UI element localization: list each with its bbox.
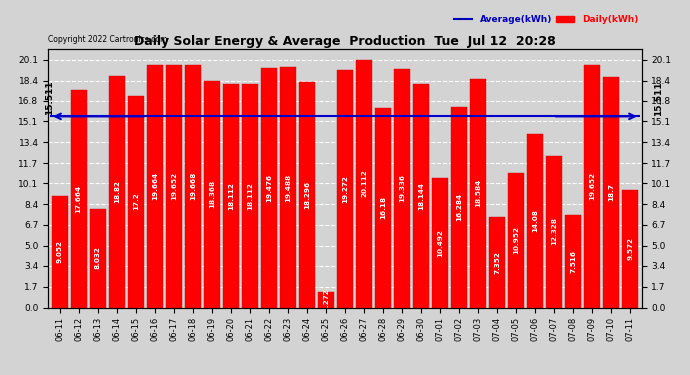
Bar	[413, 84, 429, 308]
Text: Copyright 2022 Cartronics.com: Copyright 2022 Cartronics.com	[48, 34, 168, 44]
Text: 9.572: 9.572	[627, 237, 633, 260]
Text: 19.652: 19.652	[589, 172, 595, 201]
Bar	[622, 189, 638, 308]
Title: Daily Solar Energy & Average  Production  Tue  Jul 12  20:28: Daily Solar Energy & Average Production …	[134, 34, 556, 48]
Text: 17.664: 17.664	[76, 184, 81, 213]
Text: 16.18: 16.18	[380, 196, 386, 219]
Bar	[470, 78, 486, 308]
Bar	[147, 65, 163, 308]
Bar	[299, 82, 315, 308]
Bar	[375, 108, 391, 308]
Bar	[318, 292, 334, 308]
Text: 19.488: 19.488	[285, 173, 291, 201]
Text: 18.112: 18.112	[228, 182, 234, 210]
Text: 10.492: 10.492	[437, 229, 443, 257]
Text: 8.032: 8.032	[95, 247, 101, 270]
Bar	[166, 65, 182, 308]
Text: 19.652: 19.652	[171, 172, 177, 201]
Text: 1.272: 1.272	[323, 288, 329, 311]
Bar	[489, 217, 505, 308]
Bar	[584, 65, 600, 308]
Bar	[90, 209, 106, 308]
Text: 10.952: 10.952	[513, 226, 519, 254]
Text: 17.2: 17.2	[132, 193, 139, 210]
Text: 18.112: 18.112	[247, 182, 253, 210]
Text: 7.516: 7.516	[570, 250, 576, 273]
Bar	[70, 90, 87, 308]
Legend: Average(kWh), Daily(kWh): Average(kWh), Daily(kWh)	[451, 11, 642, 27]
Text: 18.7: 18.7	[609, 183, 614, 201]
Bar	[603, 77, 620, 308]
Bar	[128, 96, 144, 308]
Text: 14.08: 14.08	[532, 209, 538, 232]
Text: 18.144: 18.144	[418, 182, 424, 210]
Text: 19.272: 19.272	[342, 175, 348, 203]
Text: 19.336: 19.336	[399, 174, 405, 202]
Bar	[508, 172, 524, 308]
Text: 19.668: 19.668	[190, 172, 196, 201]
Text: 19.664: 19.664	[152, 172, 158, 200]
Bar	[223, 84, 239, 308]
Text: 18.296: 18.296	[304, 181, 310, 209]
Text: 20.112: 20.112	[361, 170, 367, 198]
Bar	[432, 178, 448, 308]
Bar	[109, 76, 125, 307]
Text: 18.82: 18.82	[114, 180, 120, 203]
Text: 19.476: 19.476	[266, 174, 272, 201]
Bar	[451, 107, 467, 307]
Bar	[546, 156, 562, 308]
Text: 15.511: 15.511	[45, 80, 54, 114]
Bar	[527, 134, 543, 308]
Bar	[261, 68, 277, 308]
Text: 9.052: 9.052	[57, 240, 63, 263]
Bar	[280, 68, 296, 308]
Text: 7.352: 7.352	[494, 251, 500, 274]
Bar	[356, 60, 372, 308]
Text: 16.284: 16.284	[456, 193, 462, 221]
Text: 15.511: 15.511	[653, 82, 662, 116]
Text: 12.328: 12.328	[551, 217, 558, 246]
Text: 18.368: 18.368	[209, 180, 215, 209]
Text: 18.584: 18.584	[475, 179, 481, 207]
Bar	[204, 81, 220, 308]
Bar	[394, 69, 410, 308]
Bar	[52, 196, 68, 308]
Bar	[241, 84, 258, 308]
Bar	[337, 70, 353, 308]
Bar	[185, 65, 201, 308]
Bar	[565, 215, 581, 308]
